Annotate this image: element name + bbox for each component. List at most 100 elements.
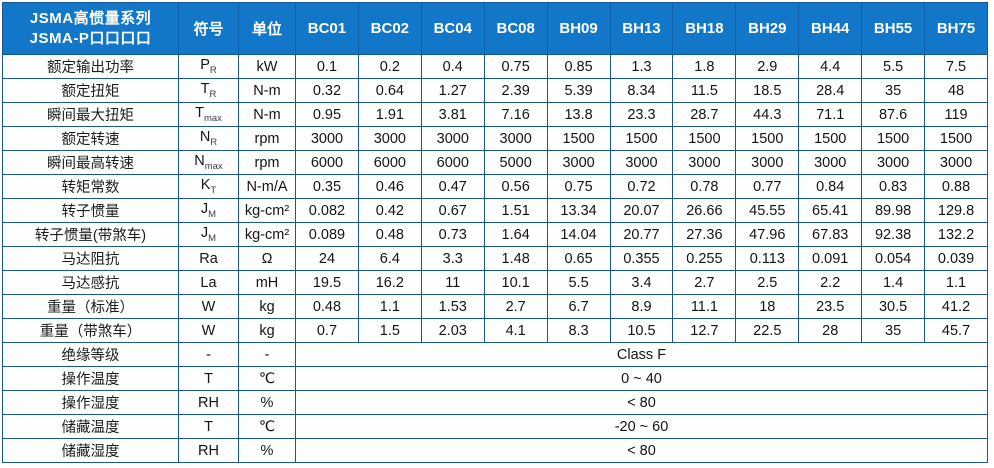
value-cell: 7.16 [483,102,548,127]
row-label: 绝缘等级 [2,342,179,367]
value-cell: 0.089 [295,222,359,247]
row-span-value: 0 ~ 40 [295,366,988,391]
value-cell: 4.4 [798,54,863,79]
row-symbol: TR [178,78,239,103]
value-cell: 92.38 [861,222,926,247]
row-label: 瞬间最高转速 [2,150,179,175]
value-cell: 0.42 [357,198,422,223]
table-row: 储藏湿度 RH% < 80 [2,438,988,463]
symbol-main: T [204,370,213,387]
value-cell: 27.36 [672,222,737,247]
value-cell: 12.7 [672,318,737,343]
value-cell: 0.75 [546,174,611,199]
value-cell: 3000 [546,150,611,175]
row-label: 重量（标准） [2,294,179,319]
value-cell: 4.1 [483,318,548,343]
row-symbol: Tmax [178,102,239,127]
value-cell: 0.56 [483,174,548,199]
table-body: 额定输出功率 PR kW 0.1 0.2 0.4 0.75 0.85 1.3 1.8 2.9 4.4 5… [2,54,988,463]
row-label: 储藏温度 [2,414,179,439]
motor-spec-table: JSMA高惯量系列 JSMA-P口口口口 符号 单位 BC01 BC02 BC04 B… [2,2,988,463]
value-cell: 28 [798,318,863,343]
symbol-subscript: max [203,112,222,124]
row-unit: % [238,438,296,463]
symbol-main: La [200,274,217,291]
value-cell: 18.5 [735,78,800,103]
row-unit: rpm [238,150,296,175]
value-cell: 0.78 [672,174,737,199]
header-row: JSMA高惯量系列 JSMA-P口口口口 符号 单位 BC01 BC02 BC04 B… [2,2,988,55]
column-header-model: BH55 [861,2,925,55]
row-label: 额定输出功率 [2,54,179,79]
row-symbol: RH [178,438,239,463]
value-cell: 0.355 [609,246,674,271]
symbol-main: T [195,105,204,122]
value-cell: 1500 [735,126,800,151]
row-symbol: JM [178,198,239,223]
value-cell: 3000 [295,126,359,151]
value-cell: 3000 [735,150,800,175]
row-unit: ℃ [238,366,296,391]
value-cell: 2.9 [735,54,800,79]
value-cell: 44.3 [735,102,800,127]
value-cell: 28.7 [672,102,737,127]
value-cell: 28.4 [798,78,863,103]
row-symbol: Nmax [178,150,239,175]
row-label: 转矩常数 [2,174,179,199]
value-cell: 3000 [420,126,485,151]
symbol-main: T [204,418,213,435]
value-cell: 10.5 [609,318,674,343]
table-row: 储藏温度 T ℃ -20 ~ 60 [2,414,988,439]
value-cell: 48 [924,78,988,103]
table-row: 额定输出功率 PR kW 0.1 0.2 0.4 0.75 0.85 1.3 1.8 2.9 4.4 5… [2,54,988,79]
symbol-main: Ra [199,250,218,267]
row-symbol: W [178,294,239,319]
row-symbol: La [178,270,239,295]
row-unit: - [238,342,296,367]
value-cell: 11 [420,270,485,295]
column-header-model: BC04 [420,2,485,55]
value-cell: 8.9 [609,294,674,319]
value-cell: 8.34 [609,78,674,103]
row-symbol: - [178,342,239,367]
row-symbol: T [178,366,239,391]
row-label: 马达阻抗 [2,246,179,271]
value-cell: 0.32 [295,78,359,103]
table-row: 马达阻抗 Ra Ω 24 6.4 3.3 1.48 0.65 0.355 0.255 0.113 0.… [2,246,988,271]
table-row: 转矩常数 KT N-m/A 0.35 0.46 0.47 0.56 0.75 0.72 0.78 0… [2,174,988,199]
value-cell: 67.83 [798,222,863,247]
value-cell: 2.39 [483,78,548,103]
value-cell: 1.53 [420,294,485,319]
table-row: 绝缘等级 - - Class F [2,342,988,367]
column-header-model: BH09 [546,2,611,55]
row-label: 操作湿度 [2,390,179,415]
row-unit: Ω [238,246,296,271]
row-unit: kg [238,294,296,319]
value-cell: 1500 [861,126,926,151]
symbol-subscript: M [208,232,217,244]
row-label: 转子惯量 [2,198,179,223]
table-row: 额定转速 NR rpm 3000 3000 3000 3000 1500 1500 1500 150… [2,126,988,151]
value-cell: 0.75 [483,54,548,79]
value-cell: 0.95 [295,102,359,127]
table-row: 马达感抗 La mH 19.5 16.2 11 10.1 5.5 3.4 2.7 2.5 2.2 1.4… [2,270,988,295]
value-cell: 2.03 [420,318,485,343]
value-cell: 1.1 [357,294,422,319]
symbol-subscript: M [208,208,217,220]
value-cell: 5.39 [546,78,611,103]
value-cell: 16.2 [357,270,422,295]
column-header-model: BH44 [798,2,862,55]
value-cell: 0.65 [546,246,611,271]
value-cell: 3000 [609,150,674,175]
value-cell: 5.5 [861,54,926,79]
row-symbol: KT [178,174,239,199]
value-cell: 1.64 [483,222,548,247]
row-symbol: JM [178,222,239,247]
value-cell: 18 [735,294,800,319]
symbol-main: N [199,129,211,146]
row-unit: % [238,390,296,415]
row-unit: N-m [238,102,296,127]
column-header-symbol: 符号 [178,2,239,55]
value-cell: 1.91 [357,102,422,127]
value-cell: 0.255 [672,246,737,271]
